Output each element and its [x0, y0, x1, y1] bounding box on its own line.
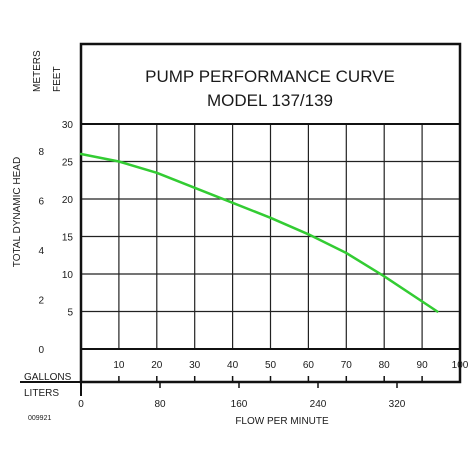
feet-tick-label: 5 — [67, 308, 73, 319]
plot-border — [80, 123, 461, 350]
feet-tick-labels: 5 10 15 20 25 30 — [62, 120, 74, 319]
feet-tick-label: 20 — [62, 195, 74, 206]
gallons-tick-label: 90 — [417, 360, 429, 371]
gallons-tick-label: 100 — [452, 360, 469, 371]
feet-tick-label: 25 — [62, 158, 74, 169]
meters-tick-label: 2 — [38, 296, 44, 307]
chart-title-line-1: PUMP PERFORMANCE CURVE — [145, 67, 395, 86]
liters-label: LITERS — [24, 388, 59, 399]
liters-tick-label: 320 — [389, 399, 406, 410]
chart-title-line-2: MODEL 137/139 — [207, 91, 333, 110]
meters-tick-labels: 0 2 4 6 8 — [38, 147, 44, 356]
gallons-tick-label: 20 — [151, 360, 163, 371]
liters-tick-label: 80 — [154, 399, 166, 410]
meters-tick-label: 6 — [38, 197, 44, 208]
gallons-tick-label: 60 — [303, 360, 315, 371]
gallons-tick-label: 70 — [341, 360, 353, 371]
feet-unit-label: FEET — [52, 66, 63, 92]
grid — [81, 123, 461, 349]
gallons-tick-label: 50 — [265, 360, 277, 371]
gallons-tick-label: 10 — [113, 360, 125, 371]
meters-unit-label: METERS — [32, 50, 43, 92]
liters-tick-label: 0 — [78, 399, 84, 410]
meters-tick-label: 0 — [38, 345, 44, 356]
figure-code: 009921 — [28, 415, 51, 422]
y-axis-label: TOTAL DYNAMIC HEAD — [12, 157, 23, 267]
performance-curve — [79, 152, 439, 313]
gallons-tick-label: 80 — [379, 360, 391, 371]
meters-tick-label: 8 — [38, 147, 44, 158]
liters-tick-label: 160 — [231, 399, 248, 410]
liters-tick-labels: 0 80 160 240 320 — [78, 382, 406, 410]
gallons-tick-label: 30 — [189, 360, 201, 371]
meters-tick-label: 4 — [38, 246, 44, 257]
gallons-tick-label: 40 — [227, 360, 239, 371]
feet-tick-label: 10 — [62, 270, 74, 281]
x-axis-label: FLOW PER MINUTE — [235, 416, 329, 427]
gallons-tick-labels: 10 20 30 40 50 60 70 80 90 100 — [113, 360, 469, 382]
gallons-label: GALLONS — [24, 372, 72, 383]
feet-tick-label: 30 — [62, 120, 74, 131]
feet-tick-label: 15 — [62, 233, 74, 244]
liters-tick-label: 240 — [310, 399, 327, 410]
